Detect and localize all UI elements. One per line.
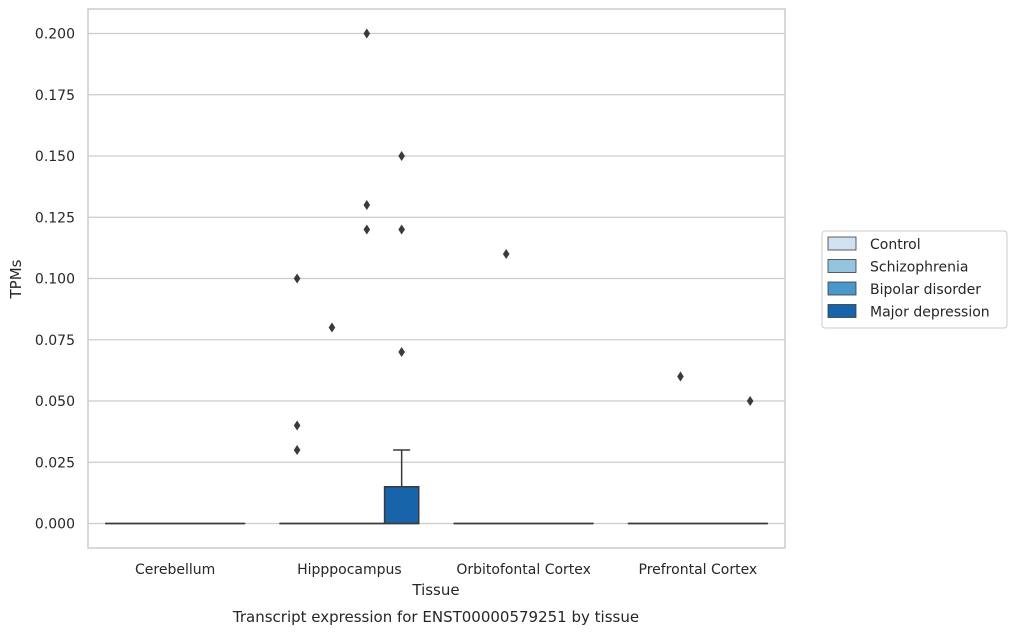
legend-frame [821, 230, 1008, 329]
x-tick-label: Hipppocampus [297, 562, 402, 578]
y-tick-label: 0.000 [35, 517, 75, 533]
y-tick-label: 0.050 [35, 394, 75, 410]
y-tick-label: 0.025 [35, 455, 75, 471]
y-tick-label: 0.075 [35, 333, 75, 349]
x-tick-label: Prefrontal Cortex [639, 562, 758, 578]
box [383, 486, 420, 525]
legend-label: Schizophrenia [870, 260, 968, 276]
x-tick-label: Cerebellum [135, 562, 215, 578]
outlier-point [293, 273, 301, 284]
y-tick-label: 0.125 [35, 210, 75, 226]
outlier-point [293, 445, 301, 455]
legend-label: Bipolar disorder [870, 282, 981, 298]
legend-swatch [827, 281, 857, 296]
outliers [293, 28, 754, 455]
x-tick-labels: Cerebellum Hipppocampus Orbitofontal Corte… [135, 562, 757, 578]
legend-swatch [827, 236, 857, 251]
outlier-point [363, 224, 371, 235]
chart-caption: Transcript expression for ENST0000057925… [232, 608, 639, 626]
outlier-point [363, 200, 371, 210]
outlier-point [746, 396, 754, 406]
outlier-point [293, 420, 301, 431]
legend-swatch [827, 259, 857, 273]
gridlines [88, 32, 785, 525]
outlier-point [363, 28, 371, 39]
legend-swatch [827, 304, 857, 318]
outlier-point [502, 249, 510, 259]
outlier-point [328, 322, 336, 333]
outlier-point [398, 151, 405, 161]
x-tick-label: Orbitofontal Cortex [456, 562, 591, 578]
y-tick-label: 0.100 [35, 272, 75, 288]
y-tick-labels: 0.000 0.025 0.050 0.075 0.100 0.125 0.150 0.175… [35, 27, 75, 533]
legend-label: Control [870, 237, 921, 253]
legend-label: Major depression [870, 305, 990, 321]
boxes [105, 449, 768, 525]
y-tick-label: 0.175 [35, 88, 75, 104]
outlier-point [398, 224, 405, 235]
y-tick-label: 0.150 [35, 149, 75, 165]
outlier-point [677, 371, 684, 382]
legend: Control Schizophrenia Bipolar disorder Majo… [821, 230, 1008, 329]
outlier-point [398, 347, 405, 357]
y-tick-label: 0.200 [35, 27, 75, 43]
x-axis-title: Tissue [411, 581, 459, 599]
y-axis-title: TPMs [7, 259, 25, 299]
plot-frame [87, 8, 786, 549]
